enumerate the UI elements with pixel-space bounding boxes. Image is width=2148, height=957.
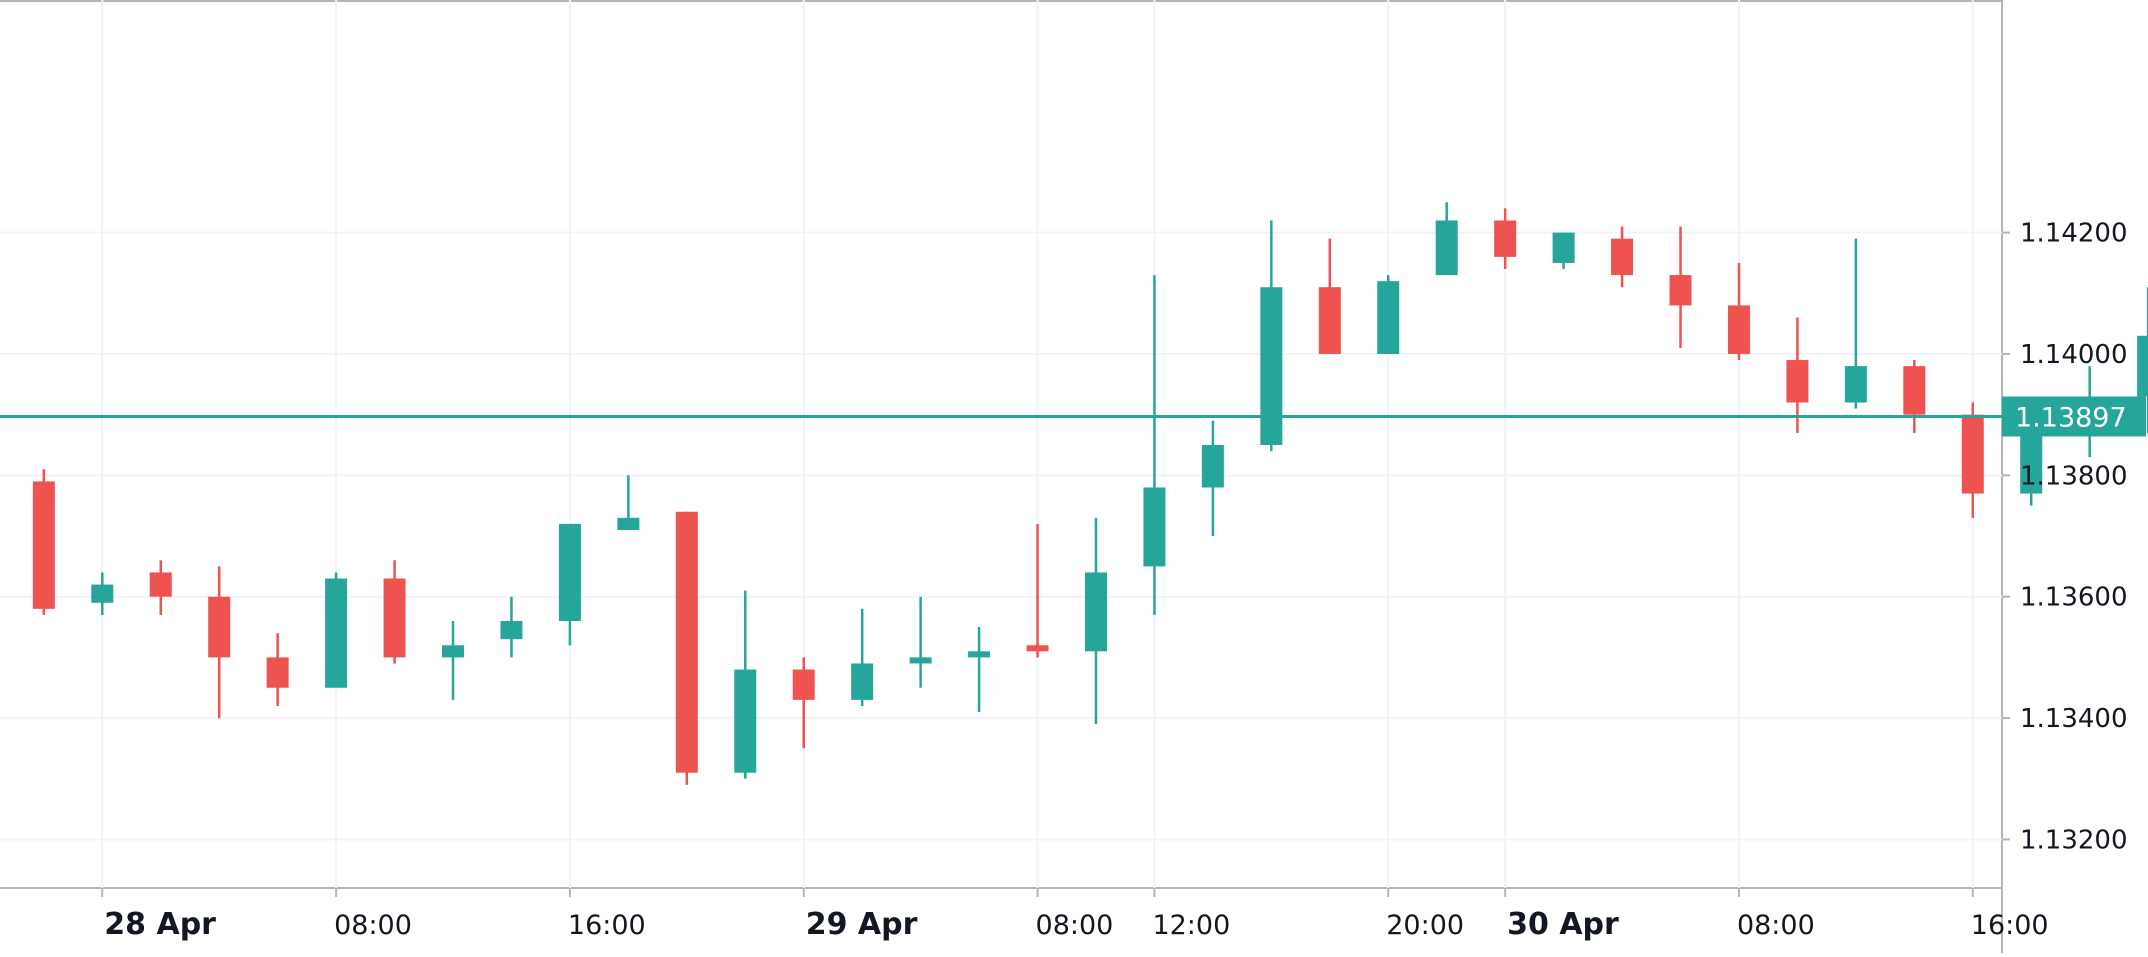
y-tick-label: 1.13800 bbox=[2020, 461, 2128, 491]
candle-body bbox=[734, 669, 757, 773]
current-price-label: 1.13897 bbox=[2015, 402, 2127, 433]
candle-body bbox=[675, 511, 698, 773]
y-tick-label: 1.14200 bbox=[2020, 219, 2128, 249]
candle-body bbox=[1669, 275, 1692, 306]
candle-body bbox=[91, 584, 114, 603]
candle-body bbox=[1201, 445, 1224, 488]
x-tick-label: 20:00 bbox=[1386, 910, 1464, 941]
candle-body bbox=[442, 645, 465, 658]
candle-body bbox=[851, 663, 874, 700]
candle-body bbox=[968, 651, 991, 658]
candle-body bbox=[500, 620, 523, 640]
candle-body bbox=[149, 572, 172, 597]
candle-body bbox=[1552, 232, 1575, 263]
candle-body bbox=[1084, 572, 1107, 652]
x-tick-label: 08:00 bbox=[334, 910, 412, 941]
candle-body bbox=[208, 596, 231, 658]
candle-body bbox=[1844, 366, 1867, 403]
candle-body bbox=[1318, 287, 1341, 354]
candle-body bbox=[617, 517, 640, 530]
x-tick-label: 16:00 bbox=[1971, 910, 2049, 941]
y-tick-label: 1.14000 bbox=[2020, 340, 2128, 370]
candle-body bbox=[1611, 238, 1634, 276]
grid bbox=[0, 0, 2003, 953]
x-tick-label: 08:00 bbox=[1036, 910, 1114, 941]
x-tick-label: 12:00 bbox=[1152, 910, 1230, 941]
current-price-badge bbox=[2002, 396, 2146, 437]
candle-body bbox=[325, 578, 348, 688]
candle-body bbox=[32, 481, 55, 609]
candle-body bbox=[1903, 366, 1926, 415]
candle-body bbox=[1026, 645, 1049, 652]
x-tick-label: 08:00 bbox=[1737, 910, 1815, 941]
candles bbox=[32, 202, 2148, 785]
candle-body bbox=[2020, 432, 2043, 494]
price-line-group: 1.13897 bbox=[0, 396, 2146, 437]
candle-body bbox=[1961, 414, 1984, 494]
x-tick-label: 28 Apr bbox=[104, 907, 216, 942]
axes: 1.14200 1.14000 1.13800 1.13600 1.13400 1.132… bbox=[101, 219, 2128, 942]
candle-body bbox=[1260, 287, 1283, 445]
candle-body bbox=[1143, 487, 1166, 567]
candle-body bbox=[1435, 220, 1458, 276]
candle-body bbox=[2137, 335, 2148, 397]
candle-body bbox=[1494, 220, 1517, 257]
x-tick-label: 16:00 bbox=[568, 910, 646, 941]
candle-body bbox=[558, 523, 581, 621]
x-tick-label: 30 Apr bbox=[1507, 907, 1619, 942]
candle-body bbox=[1377, 281, 1400, 354]
candle-body bbox=[1727, 305, 1750, 354]
y-tick-label: 1.13400 bbox=[2020, 704, 2128, 734]
candle-body bbox=[383, 578, 406, 658]
candle-body bbox=[909, 657, 932, 664]
candle-body bbox=[266, 657, 289, 688]
candle-body bbox=[1786, 360, 1809, 403]
x-tick-label: 29 Apr bbox=[806, 907, 918, 942]
y-tick-label: 1.13600 bbox=[2020, 583, 2128, 613]
y-tick-label: 1.13200 bbox=[2020, 825, 2128, 855]
candle-body bbox=[792, 669, 815, 700]
